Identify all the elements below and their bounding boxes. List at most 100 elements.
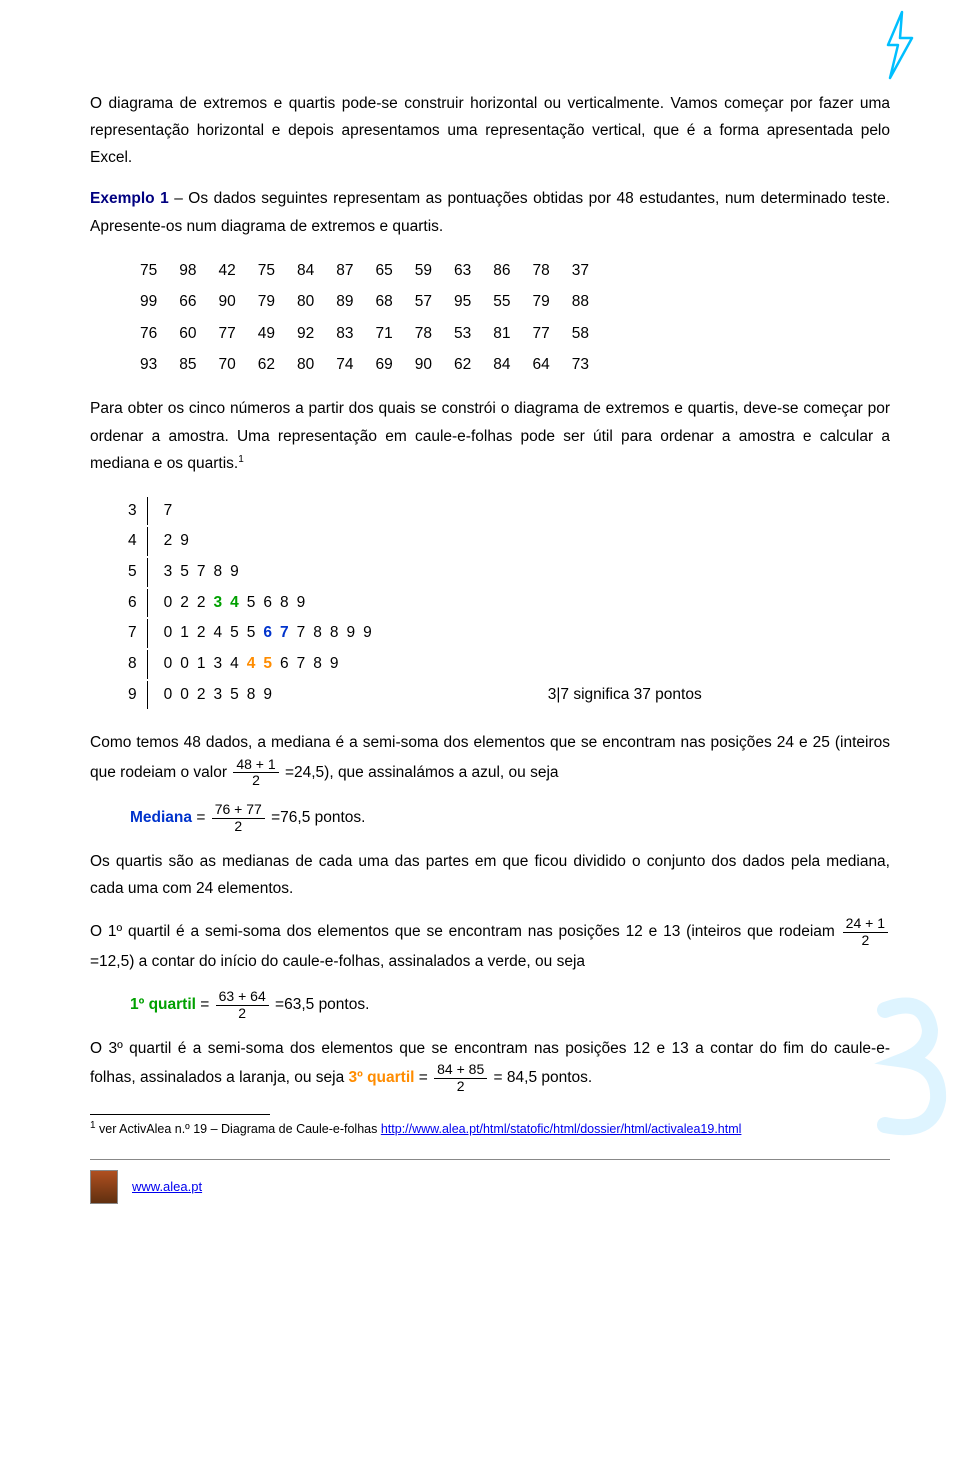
page-separator <box>90 1159 890 1160</box>
leaf: 0 <box>164 686 181 703</box>
table-cell: 60 <box>179 319 216 348</box>
data-table: 7598427584876559638678379966907980896857… <box>138 254 611 382</box>
leaf: 3 <box>164 563 181 580</box>
table-cell: 83 <box>336 319 373 348</box>
table-cell: 64 <box>533 350 570 379</box>
leaf: 2 <box>197 594 214 611</box>
frac-den: 2 <box>216 1006 269 1021</box>
stem-leaf-table: 3742953578960223456897012455677889980013… <box>120 495 710 712</box>
stem-cell: 6 <box>122 589 148 618</box>
leaf: 5 <box>247 594 264 611</box>
eq-sign: = <box>196 996 214 1013</box>
footnote-link[interactable]: http://www.alea.pt/html/statofic/html/do… <box>381 1122 742 1136</box>
p-median-b: =24,5), que assinalámos a azul, ou seja <box>281 764 559 781</box>
table-cell: 81 <box>493 319 530 348</box>
leaves-cell: 7 <box>150 497 386 526</box>
table-cell: 78 <box>415 319 452 348</box>
table-cell: 77 <box>533 319 570 348</box>
table-cell: 89 <box>336 287 373 316</box>
stemleaf-row: 429 <box>122 527 708 556</box>
exemplo-label: Exemplo 1 <box>90 190 169 207</box>
stem-cell: 7 <box>122 619 148 648</box>
leaf: 4 <box>247 655 264 672</box>
leaves-cell: 35789 <box>150 558 386 587</box>
mediana-label: Mediana <box>130 809 192 826</box>
table-cell: 42 <box>219 256 256 285</box>
table-cell: 73 <box>572 350 609 379</box>
leaf: 9 <box>330 655 347 672</box>
table-cell: 95 <box>454 287 491 316</box>
leaf: 8 <box>247 686 264 703</box>
table-cell: 49 <box>258 319 295 348</box>
p-q1-b: =12,5) a contar do início do caule-e-fol… <box>90 953 585 970</box>
fraction-76-77: 76 + 772 <box>212 802 265 834</box>
para2-text: Para obter os cinco números a partir dos… <box>90 400 890 471</box>
leaf: 6 <box>263 624 280 641</box>
table-cell: 70 <box>219 350 256 379</box>
frac-num: 24 + 1 <box>843 916 888 932</box>
leaf: 7 <box>164 502 181 519</box>
paragraph-q3: O 3º quartil é a semi-soma dos elementos… <box>90 1035 890 1094</box>
mediana-result: =76,5 pontos. <box>267 809 366 826</box>
stemleaf-row: 900235893|7 significa 37 pontos <box>122 681 708 710</box>
stem-cell: 3 <box>122 497 148 526</box>
frac-den: 2 <box>212 819 265 834</box>
table-cell: 86 <box>493 256 530 285</box>
leaf: 5 <box>230 686 247 703</box>
fraction-48-1: 48 + 12 <box>233 757 278 789</box>
watermark-three-icon <box>870 990 960 1140</box>
stem-cell: 8 <box>122 650 148 679</box>
page-footer: www.alea.pt <box>90 1170 890 1204</box>
leaf: 9 <box>297 594 314 611</box>
paragraph-q1-value: 1º quartil = 63 + 642 =63,5 pontos. <box>130 989 890 1021</box>
table-cell: 98 <box>179 256 216 285</box>
leaf: 2 <box>197 624 214 641</box>
paragraph-intro: O diagrama de extremos e quartis pode-se… <box>90 90 890 171</box>
table-cell: 88 <box>572 287 609 316</box>
leaf: 0 <box>180 686 197 703</box>
table-cell: 62 <box>454 350 491 379</box>
table-cell: 57 <box>415 287 452 316</box>
leaves-cell: 29 <box>150 527 386 556</box>
paragraph-ordenar: Para obter os cinco números a partir dos… <box>90 395 890 476</box>
table-cell: 87 <box>336 256 373 285</box>
leaf: 7 <box>280 624 297 641</box>
leaf: 7 <box>297 624 314 641</box>
leaf: 8 <box>313 624 330 641</box>
table-cell: 93 <box>140 350 177 379</box>
document-page: O diagrama de extremos e quartis pode-se… <box>0 0 960 1244</box>
leaf: 3 <box>214 655 231 672</box>
paragraph-mediana-explain: Como temos 48 dados, a mediana é a semi-… <box>90 729 890 788</box>
table-cell: 90 <box>415 350 452 379</box>
leaf: 8 <box>280 594 297 611</box>
table-cell: 59 <box>415 256 452 285</box>
leaf: 7 <box>197 563 214 580</box>
paragraph-exemplo: Exemplo 1 – Os dados seguintes represent… <box>90 185 890 239</box>
fraction-84-85: 84 + 852 <box>434 1062 487 1094</box>
table-cell: 85 <box>179 350 216 379</box>
table-cell: 53 <box>454 319 491 348</box>
leaf: 0 <box>180 655 197 672</box>
table-cell: 78 <box>533 256 570 285</box>
frac-den: 2 <box>843 933 888 948</box>
table-cell: 62 <box>258 350 295 379</box>
paragraph-q1-explain: O 1º quartil é a semi-soma dos elementos… <box>90 916 890 975</box>
table-cell: 75 <box>258 256 295 285</box>
table-cell: 76 <box>140 319 177 348</box>
table-cell: 99 <box>140 287 177 316</box>
frac-den: 2 <box>434 1079 487 1094</box>
leaf: 6 <box>280 655 297 672</box>
eq-sign: = <box>192 809 210 826</box>
footnote-ref: 1 <box>238 453 244 464</box>
leaf: 9 <box>347 624 364 641</box>
leaf: 9 <box>230 563 247 580</box>
fraction-63-64: 63 + 642 <box>216 989 269 1021</box>
table-cell: 74 <box>336 350 373 379</box>
table-row: 938570628074699062846473 <box>140 350 609 379</box>
leaf: 5 <box>230 624 247 641</box>
leaf: 0 <box>164 594 181 611</box>
stemleaf-row: 800134456789 <box>122 650 708 679</box>
footer-link[interactable]: www.alea.pt <box>132 1179 202 1194</box>
table-cell: 37 <box>572 256 609 285</box>
footnote: 1 ver ActivAlea n.º 19 – Diagrama de Cau… <box>90 1119 890 1139</box>
